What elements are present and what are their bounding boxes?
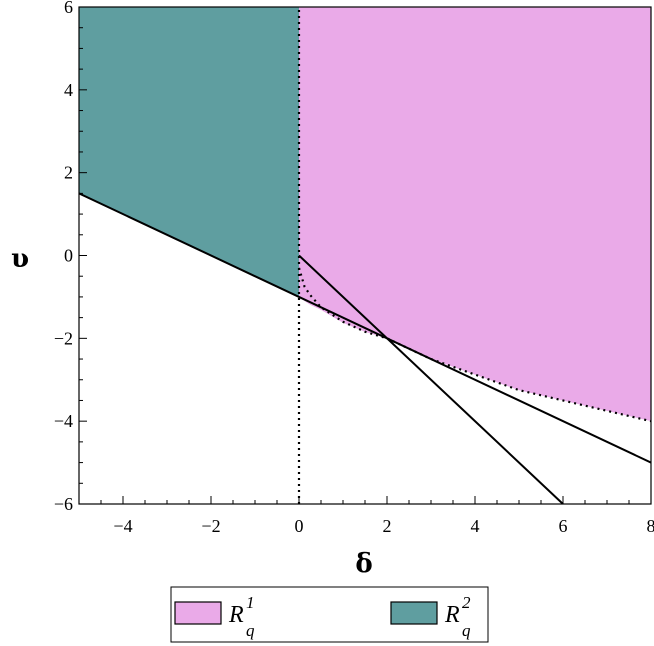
legend-sup-r2: 2 [462,593,471,612]
legend-sub-r1: q [246,621,255,640]
region-r1 [299,7,651,422]
x-tick-label: −2 [201,516,220,536]
y-axis-title: υ [11,244,29,274]
y-tick-label: −4 [54,411,73,431]
region-r2 [79,7,299,297]
legend-sub-r2: q [462,621,471,640]
x-tick-label: 2 [383,516,392,536]
legend-swatch-r2 [390,601,438,625]
x-axis-title: δ [355,549,372,579]
legend-sup-r1: 1 [246,593,255,612]
solid-line-0 [79,192,651,464]
x-tick-label: 6 [559,516,568,536]
y-tick-label: 4 [64,80,73,100]
x-tick-label: −4 [113,516,132,536]
x-tick-label: 0 [295,516,304,536]
regions-layer [79,7,651,422]
x-tick-label: 8 [647,516,654,536]
legend-label-r2: R [444,602,460,628]
x-tick-label: 4 [471,516,480,536]
legend-label-r1: R [228,602,244,628]
y-tick-label: −6 [54,494,73,514]
y-tick-label: −2 [54,328,73,348]
y-tick-label: 0 [64,246,73,266]
legend-swatch-r1 [174,601,222,625]
lines-layer [79,7,651,504]
y-tick-label: 6 [64,0,73,17]
axes-layer: −4 −2 0 2 4 6 8 −6 −4 −2 0 2 4 6 [54,0,654,536]
legend: R 1qR 2q [170,586,489,643]
solid-line-1 [298,254,564,504]
y-tick-label: 2 [64,163,73,183]
